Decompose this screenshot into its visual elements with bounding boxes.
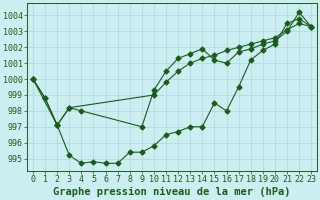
X-axis label: Graphe pression niveau de la mer (hPa): Graphe pression niveau de la mer (hPa) [53,187,291,197]
